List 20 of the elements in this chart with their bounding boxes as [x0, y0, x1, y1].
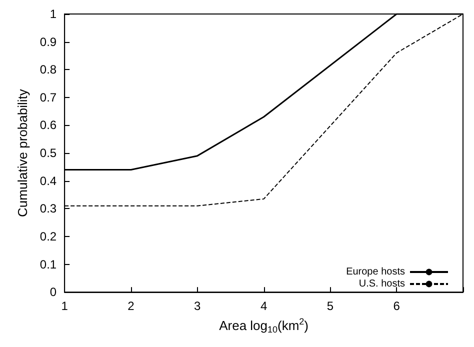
y-tick-label: 0.1: [40, 257, 57, 272]
x-tick-label: 2: [128, 299, 135, 314]
y-tick-label: 0.9: [40, 34, 57, 49]
y-tick-label: 0.7: [40, 90, 57, 104]
y-tick-label: 0.8: [40, 62, 57, 77]
y-tick-label: 0: [50, 285, 57, 300]
y-tick-label: 0.3: [40, 202, 57, 216]
x-tick-label: 4: [260, 299, 268, 314]
legend-label: Europe hosts: [346, 266, 405, 278]
y-tick-label: 0.6: [40, 118, 57, 132]
x-tick-label: 6: [393, 299, 400, 314]
y-tick-label: 0.2: [40, 229, 57, 244]
y-tick-label: 0.4: [40, 174, 57, 188]
x-tick-label: 1: [61, 299, 68, 314]
x-tick-label: 3: [194, 299, 202, 314]
x-tick-label: 5: [326, 299, 334, 314]
legend-label: U.S. hosts: [358, 278, 405, 290]
y-tick-label: 0.5: [40, 146, 57, 160]
y-tick-label: 1: [50, 7, 57, 21]
y-axis-title: Cumulative probability: [15, 88, 30, 218]
